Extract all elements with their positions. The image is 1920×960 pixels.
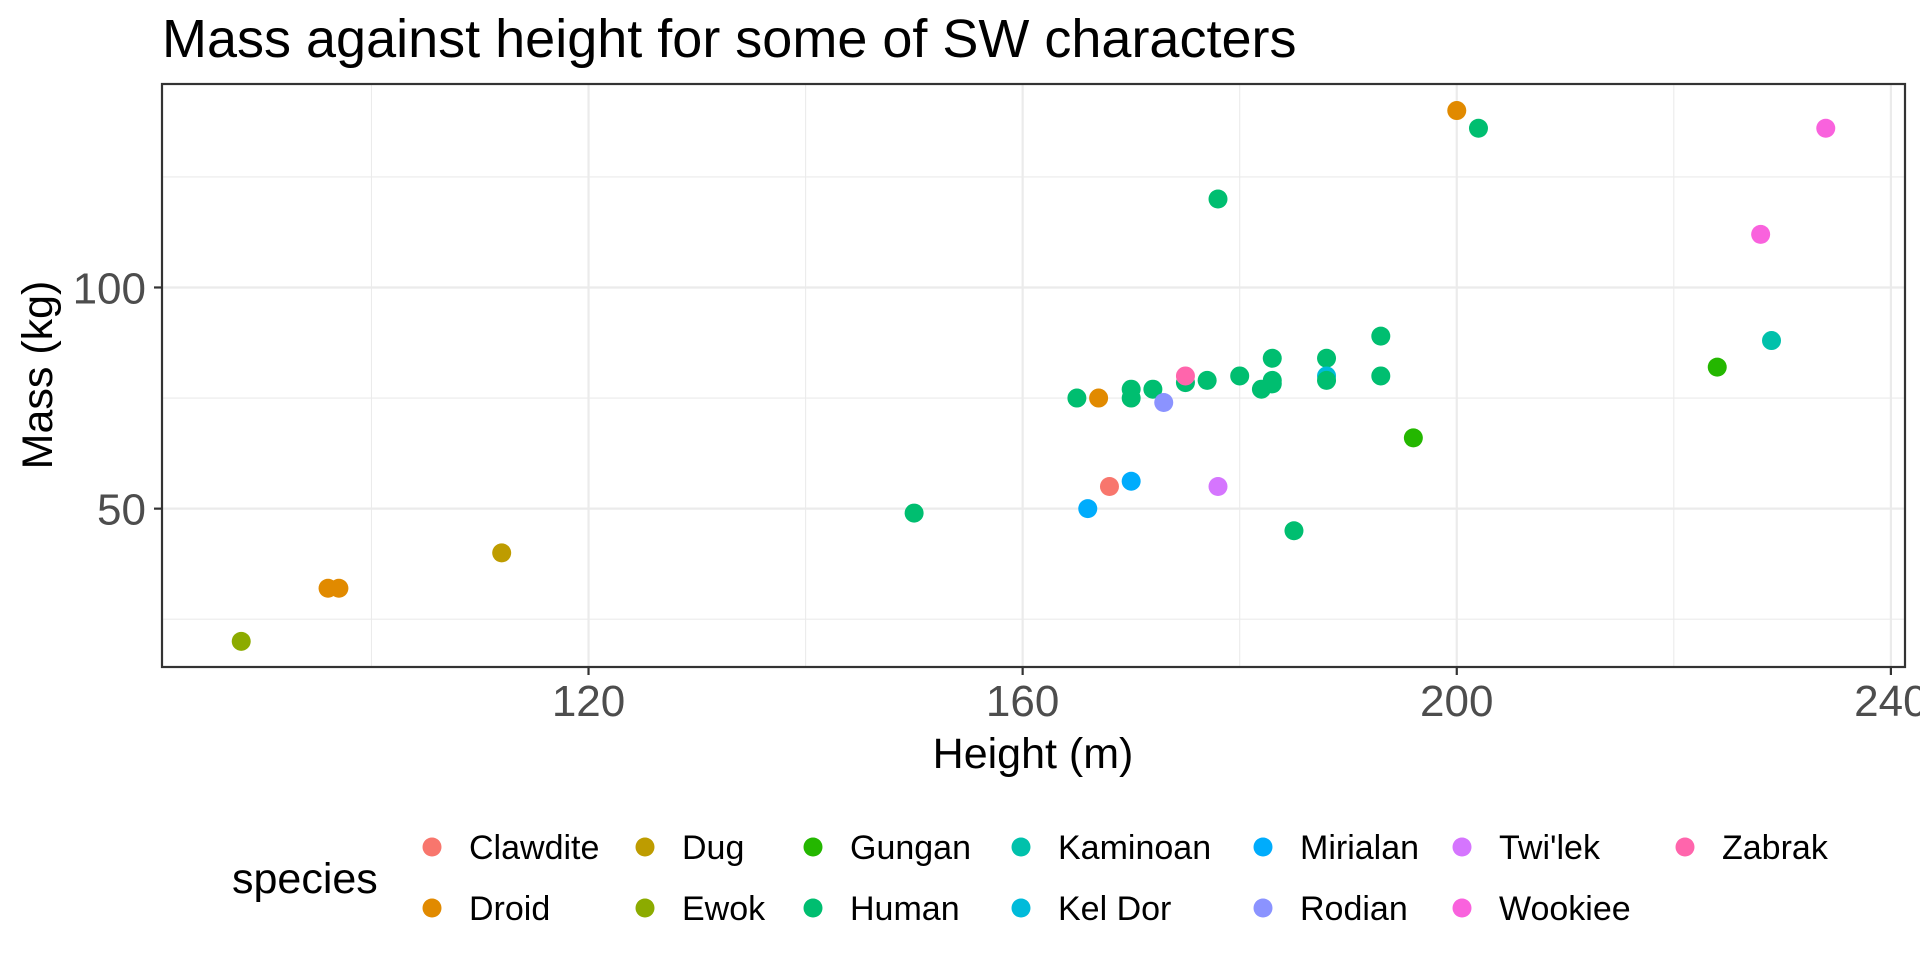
y-axis-title: Mass (kg) [14, 281, 62, 470]
data-point [1078, 499, 1098, 519]
data-point [1230, 366, 1250, 386]
legend-label: Kaminoan [1058, 829, 1211, 867]
data-point [904, 503, 924, 523]
data-point [1089, 388, 1109, 408]
legend-label: Gungan [850, 829, 971, 867]
legend-key [1253, 898, 1273, 918]
legend-label: Zabrak [1722, 829, 1829, 867]
legend-key [422, 837, 442, 857]
x-tick-label: 200 [1420, 677, 1493, 726]
legend-item: Human [803, 890, 960, 928]
legend-item: Zabrak [1675, 829, 1829, 867]
legend-item: Kel Dor [1011, 890, 1171, 928]
data-point [1317, 348, 1337, 368]
data-point [231, 631, 251, 651]
data-points [231, 101, 1836, 651]
data-point [1371, 326, 1391, 346]
legend-key [422, 898, 442, 918]
legend-label: Twi'lek [1499, 829, 1601, 867]
data-point [1762, 331, 1782, 351]
data-point [1143, 379, 1163, 399]
legend-label: Droid [469, 890, 550, 928]
x-tick-label: 120 [552, 677, 625, 726]
data-point [1284, 521, 1304, 541]
x-tick-label: 160 [986, 677, 1059, 726]
data-point [1317, 370, 1337, 390]
panel-border [160, 82, 1907, 669]
legend-item: Rodian [1253, 890, 1408, 928]
legend-key [1011, 898, 1031, 918]
legend-item: Wookiee [1452, 890, 1631, 928]
legend-key [803, 898, 823, 918]
data-point [1751, 224, 1771, 244]
data-point [1121, 388, 1141, 408]
legend-item: Twi'lek [1452, 829, 1601, 867]
legend-item: Kaminoan [1011, 829, 1211, 867]
legend-key [635, 898, 655, 918]
legend-item: Clawdite [422, 829, 599, 867]
y-tick-label: 50 [97, 486, 146, 535]
legend-item: Dug [635, 829, 744, 867]
legend-key [635, 837, 655, 857]
data-point [1099, 477, 1119, 497]
y-axis: 50 100 [73, 264, 162, 535]
data-point [1175, 366, 1195, 386]
data-point [1208, 477, 1228, 497]
legend-item: Droid [422, 890, 550, 928]
legend-label: Kel Dor [1058, 890, 1171, 928]
minor-gridlines [162, 84, 1905, 667]
x-axis-title: Height (m) [933, 730, 1134, 778]
data-point [1371, 366, 1391, 386]
data-point [1208, 189, 1228, 209]
legend-label: Clawdite [469, 829, 599, 867]
legend-item: Gungan [803, 829, 971, 867]
major-gridlines [162, 84, 1905, 667]
legend-label: Human [850, 890, 960, 928]
data-point [1816, 118, 1836, 138]
legend-key [803, 837, 823, 857]
legend-key [1452, 898, 1472, 918]
legend-item: Ewok [635, 890, 766, 928]
legend-label: Dug [682, 829, 744, 867]
legend: Clawdite Droid Dug Ewok Gungan Human Kaminoan K… [422, 829, 1829, 928]
data-point [329, 578, 349, 598]
data-point [1121, 471, 1141, 491]
legend-item: Mirialan [1253, 829, 1419, 867]
legend-key [1011, 837, 1031, 857]
data-point [492, 543, 512, 563]
data-point [1262, 370, 1282, 390]
legend-key [1675, 837, 1695, 857]
legend-title: species [232, 855, 378, 903]
data-point [1468, 118, 1488, 138]
plot-panel [162, 84, 1905, 667]
data-point [1067, 388, 1087, 408]
x-axis: 120 160 200 240 [552, 667, 1920, 726]
legend-label: Ewok [682, 890, 766, 928]
legend-label: Wookiee [1499, 890, 1631, 928]
chart-title: Mass against height for some of SW chara… [162, 9, 1296, 69]
legend-key [1452, 837, 1472, 857]
data-point [1197, 370, 1217, 390]
data-point [1262, 348, 1282, 368]
x-tick-label: 240 [1854, 677, 1920, 726]
legend-key [1253, 837, 1273, 857]
data-point [1707, 357, 1727, 377]
data-point [1154, 392, 1174, 412]
data-point [1447, 101, 1467, 121]
legend-label: Rodian [1300, 890, 1408, 928]
y-tick-label: 100 [73, 264, 146, 313]
legend-label: Mirialan [1300, 829, 1419, 867]
data-point [1403, 428, 1423, 448]
